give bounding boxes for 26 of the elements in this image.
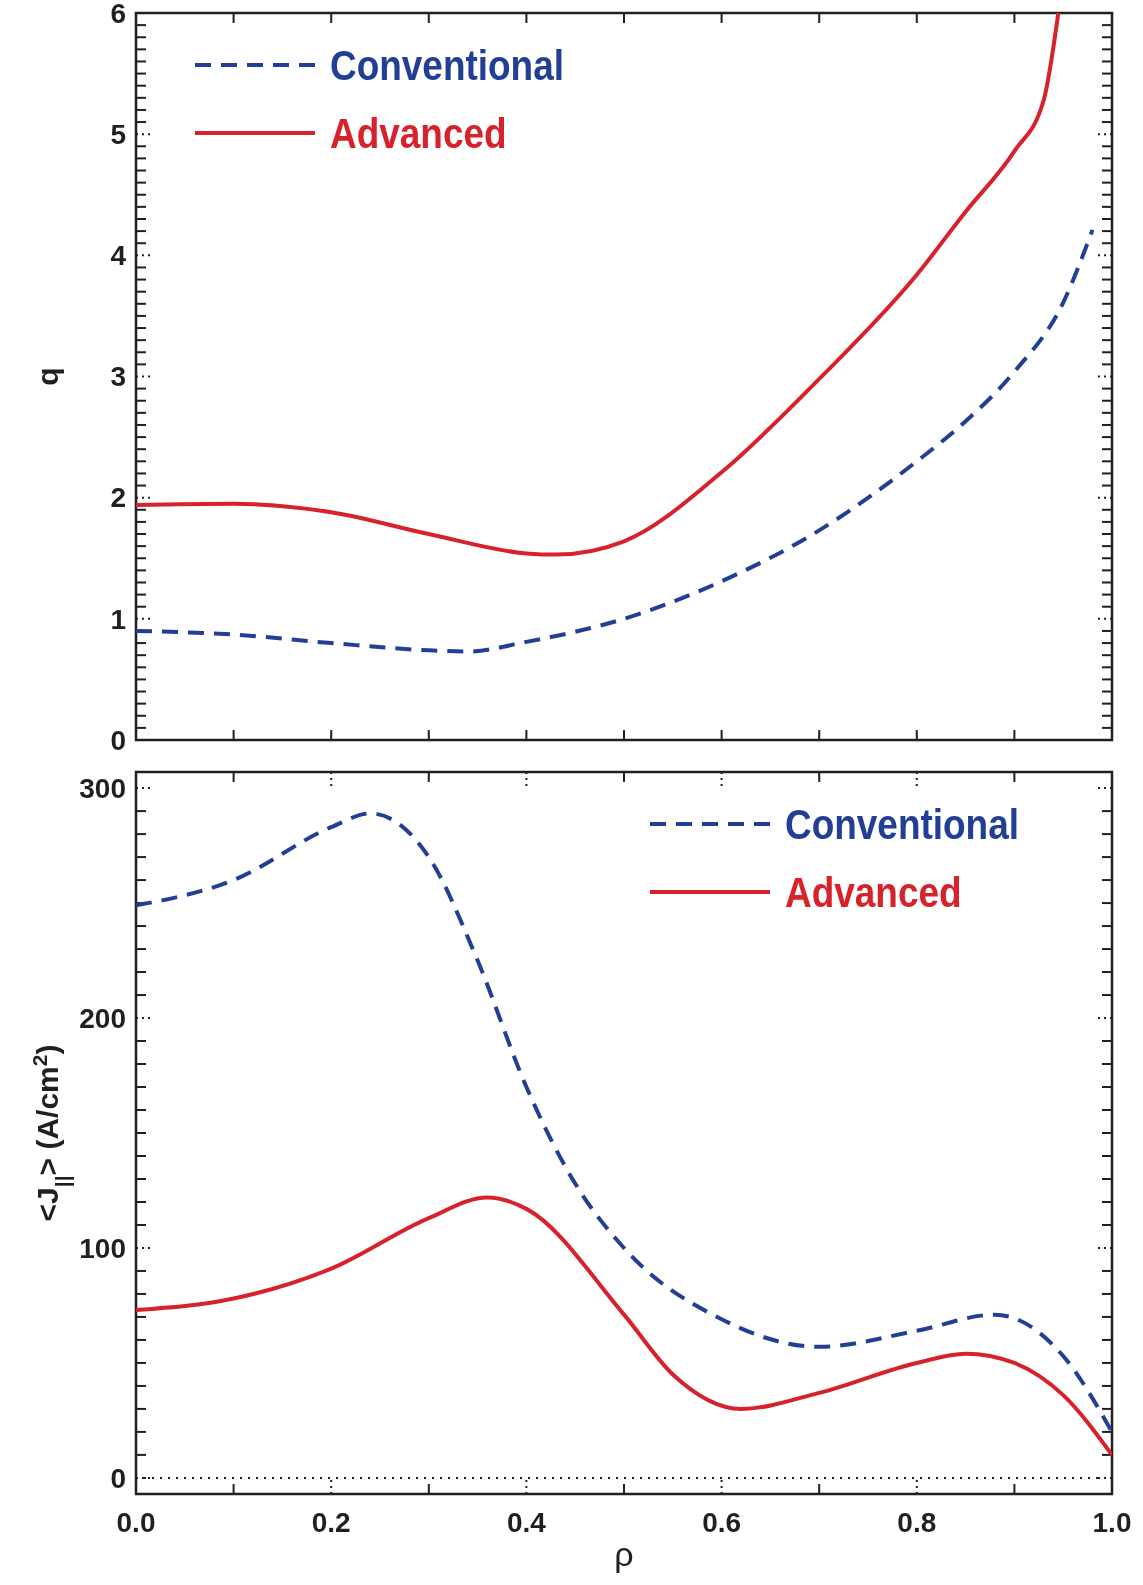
y-axis-title: q	[31, 367, 64, 386]
y-tick-label: 6	[110, 0, 126, 29]
y-tick-label: 4	[110, 240, 127, 272]
y-tick-label: 300	[79, 772, 126, 804]
y-tick-label: 100	[79, 1232, 126, 1264]
y-tick-label: 3	[110, 361, 126, 393]
legend-label: Conventional	[330, 41, 565, 89]
legend-label: Conventional	[785, 800, 1020, 848]
line-series	[136, 13, 1061, 557]
x-tick-label: 0.8	[897, 1507, 937, 1538]
y-tick-label: 1	[110, 603, 126, 635]
y-tick-label: 0	[110, 724, 126, 756]
x-tick-label: 1.0	[1092, 1507, 1132, 1538]
x-tick-label: 0.6	[702, 1507, 742, 1538]
y-tick-label: 2	[110, 482, 126, 514]
line-series	[136, 1195, 1112, 1457]
legend-label: Advanced	[785, 868, 962, 916]
line-series	[136, 227, 1095, 654]
y-tick-label: 5	[110, 118, 126, 150]
y-tick-label: 200	[79, 1002, 126, 1034]
x-tick-label: 0.4	[506, 1507, 547, 1538]
x-tick-label: 0.0	[116, 1507, 156, 1538]
x-tick-label: 0.2	[311, 1507, 351, 1538]
legend-label: Advanced	[330, 109, 507, 157]
x-axis-title: ρ	[614, 1535, 634, 1573]
y-tick-label: 0	[110, 1462, 126, 1494]
